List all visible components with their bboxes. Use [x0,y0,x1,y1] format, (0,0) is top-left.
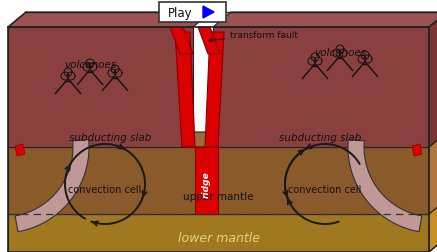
Polygon shape [8,28,193,147]
Text: transform fault: transform fault [209,31,298,43]
Polygon shape [203,7,214,19]
Polygon shape [429,199,437,252]
Polygon shape [15,140,89,232]
Text: subducting slab: subducting slab [69,133,151,142]
Polygon shape [213,13,437,28]
Polygon shape [8,199,437,214]
Text: upper mantle: upper mantle [183,191,253,201]
Polygon shape [175,33,195,147]
Polygon shape [8,147,429,214]
Polygon shape [8,13,211,28]
Text: convection cell: convection cell [68,184,142,194]
Text: volcanoes: volcanoes [64,60,116,70]
Text: convection cell: convection cell [288,184,362,194]
Polygon shape [429,133,437,214]
Polygon shape [195,147,218,214]
Polygon shape [213,28,429,147]
Polygon shape [412,144,422,156]
Text: Play: Play [168,7,193,19]
Text: ridge: ridge [201,171,211,198]
Polygon shape [348,140,422,232]
FancyBboxPatch shape [159,3,226,23]
Polygon shape [15,144,25,156]
Polygon shape [170,28,193,55]
Polygon shape [8,214,429,252]
Polygon shape [8,133,437,147]
Text: subducting slab: subducting slab [279,133,361,142]
Text: volcanoes: volcanoes [314,48,366,58]
Polygon shape [205,33,224,147]
Polygon shape [429,13,437,147]
Polygon shape [198,28,220,55]
Text: lower mantle: lower mantle [177,232,260,244]
